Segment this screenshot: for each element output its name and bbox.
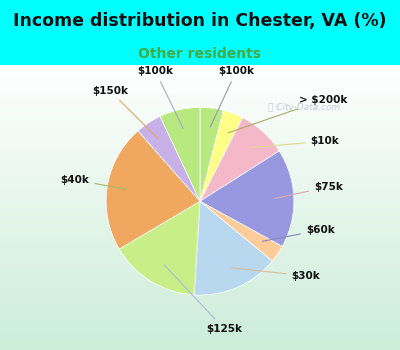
Wedge shape	[106, 131, 200, 249]
Text: $60k: $60k	[262, 225, 335, 241]
Text: $75k: $75k	[275, 182, 343, 198]
Text: $10k: $10k	[251, 136, 340, 148]
Text: Income distribution in Chester, VA (%): Income distribution in Chester, VA (%)	[13, 12, 387, 30]
Text: $100k: $100k	[138, 66, 183, 128]
Wedge shape	[200, 118, 279, 201]
Wedge shape	[200, 107, 223, 201]
Text: $150k: $150k	[92, 85, 158, 139]
Wedge shape	[119, 201, 200, 295]
Wedge shape	[194, 201, 272, 295]
Wedge shape	[200, 201, 282, 261]
Wedge shape	[138, 116, 200, 201]
Text: Other residents: Other residents	[138, 47, 262, 61]
Text: $125k: $125k	[164, 265, 242, 334]
Wedge shape	[200, 151, 294, 246]
Text: $40k: $40k	[60, 175, 126, 189]
Wedge shape	[160, 107, 200, 201]
Text: > $200k: > $200k	[228, 95, 347, 133]
Text: ⓘ City-Data.com: ⓘ City-Data.com	[268, 103, 340, 112]
Text: $30k: $30k	[232, 268, 320, 281]
Text: $100k: $100k	[210, 66, 254, 127]
Wedge shape	[200, 110, 243, 201]
